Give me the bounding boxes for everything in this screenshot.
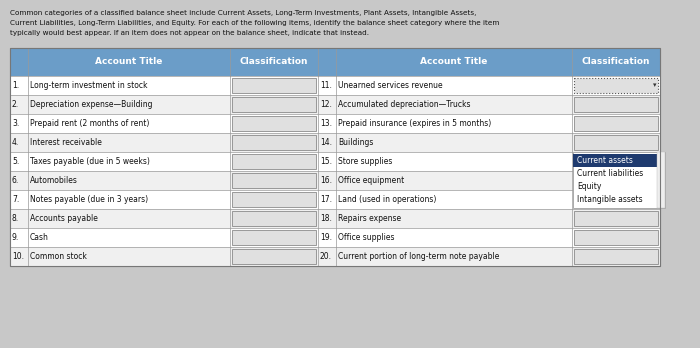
Text: Prepaid rent (2 months of rent): Prepaid rent (2 months of rent): [30, 119, 149, 128]
Text: Current assets: Current assets: [577, 156, 633, 165]
Text: Notes payable (due in 3 years): Notes payable (due in 3 years): [30, 195, 148, 204]
Bar: [232, 173, 316, 188]
Text: 14.: 14.: [320, 138, 332, 147]
Bar: [318, 247, 660, 266]
Text: Classification: Classification: [582, 57, 650, 66]
Text: Prepaid insurance (expires in 5 months): Prepaid insurance (expires in 5 months): [338, 119, 491, 128]
Text: Automobiles: Automobiles: [30, 176, 78, 185]
Text: Unearned services revenue: Unearned services revenue: [338, 81, 442, 90]
Bar: [10, 114, 318, 133]
Bar: [318, 228, 660, 247]
Text: 4.: 4.: [12, 138, 20, 147]
Text: Accounts payable: Accounts payable: [30, 214, 98, 223]
Bar: [10, 228, 318, 247]
Text: Store supplies: Store supplies: [338, 157, 393, 166]
Text: Common stock: Common stock: [30, 252, 87, 261]
Bar: [10, 133, 318, 152]
Text: Classification: Classification: [239, 57, 308, 66]
Text: Current Liabilities, Long-Term Liabilities, and Equity. For each of the followin: Current Liabilities, Long-Term Liabiliti…: [10, 20, 499, 26]
Bar: [574, 97, 658, 112]
Bar: [10, 48, 660, 76]
Text: Accumulated depreciation—Trucks: Accumulated depreciation—Trucks: [338, 100, 470, 109]
Text: Current portion of long-term note payable: Current portion of long-term note payabl…: [338, 252, 499, 261]
Text: 17.: 17.: [320, 195, 332, 204]
Bar: [232, 192, 316, 207]
Text: Current liabilities: Current liabilities: [577, 169, 643, 178]
Bar: [574, 173, 658, 188]
Bar: [10, 247, 318, 266]
Bar: [232, 97, 316, 112]
Text: Office equipment: Office equipment: [338, 176, 405, 185]
Text: 8.: 8.: [12, 214, 19, 223]
Bar: [574, 135, 658, 150]
Text: 11.: 11.: [320, 81, 332, 90]
Bar: [574, 78, 658, 93]
Text: Equity: Equity: [577, 182, 601, 191]
Text: Office supplies: Office supplies: [338, 233, 395, 242]
Bar: [232, 154, 316, 169]
Text: 12.: 12.: [320, 100, 332, 109]
Bar: [232, 116, 316, 131]
Text: Common categories of a classified balance sheet include Current Assets, Long-Ter: Common categories of a classified balanc…: [10, 10, 477, 16]
Bar: [232, 135, 316, 150]
Bar: [318, 209, 660, 228]
Text: 5.: 5.: [12, 157, 20, 166]
Text: 2.: 2.: [12, 100, 19, 109]
Bar: [318, 95, 660, 114]
Bar: [10, 48, 660, 266]
Text: Long-term investment in stock: Long-term investment in stock: [30, 81, 148, 90]
Bar: [573, 152, 665, 208]
Text: Cash: Cash: [30, 233, 49, 242]
Bar: [318, 76, 660, 95]
Bar: [318, 114, 660, 133]
Text: 13.: 13.: [320, 119, 332, 128]
Bar: [574, 230, 658, 245]
Text: Account Title: Account Title: [95, 57, 162, 66]
Text: Land (used in operations): Land (used in operations): [338, 195, 436, 204]
Text: 18.: 18.: [320, 214, 332, 223]
Text: 9.: 9.: [12, 233, 20, 242]
Bar: [657, 152, 665, 208]
Text: Intangible assets: Intangible assets: [577, 195, 643, 204]
Bar: [10, 76, 318, 95]
Bar: [232, 249, 316, 264]
Bar: [574, 154, 658, 169]
Bar: [10, 209, 318, 228]
Bar: [318, 190, 660, 209]
Text: 19.: 19.: [320, 233, 332, 242]
Text: Account Title: Account Title: [420, 57, 488, 66]
Text: Depreciation expense—Building: Depreciation expense—Building: [30, 100, 153, 109]
Bar: [318, 133, 660, 152]
Bar: [574, 116, 658, 131]
Text: 6.: 6.: [12, 176, 20, 185]
Bar: [574, 211, 658, 226]
Bar: [574, 249, 658, 264]
Bar: [10, 190, 318, 209]
Bar: [573, 154, 665, 167]
Text: 16.: 16.: [320, 176, 332, 185]
Bar: [232, 211, 316, 226]
Text: ▾: ▾: [652, 82, 656, 88]
Bar: [232, 78, 316, 93]
Text: Buildings: Buildings: [338, 138, 373, 147]
Text: Taxes payable (due in 5 weeks): Taxes payable (due in 5 weeks): [30, 157, 150, 166]
Bar: [10, 95, 318, 114]
Text: 3.: 3.: [12, 119, 20, 128]
Text: 1.: 1.: [12, 81, 19, 90]
Bar: [318, 171, 660, 190]
Bar: [10, 171, 318, 190]
Text: 15.: 15.: [320, 157, 332, 166]
Text: Repairs expense: Repairs expense: [338, 214, 401, 223]
Text: Interest receivable: Interest receivable: [30, 138, 102, 147]
Bar: [232, 230, 316, 245]
Bar: [318, 152, 660, 171]
Bar: [10, 152, 318, 171]
Text: 7.: 7.: [12, 195, 20, 204]
Text: 10.: 10.: [12, 252, 24, 261]
Text: 20.: 20.: [320, 252, 332, 261]
Text: typically would best appear. If an item does not appear on the balance sheet, in: typically would best appear. If an item …: [10, 30, 369, 36]
Bar: [10, 48, 660, 266]
Bar: [574, 192, 658, 207]
